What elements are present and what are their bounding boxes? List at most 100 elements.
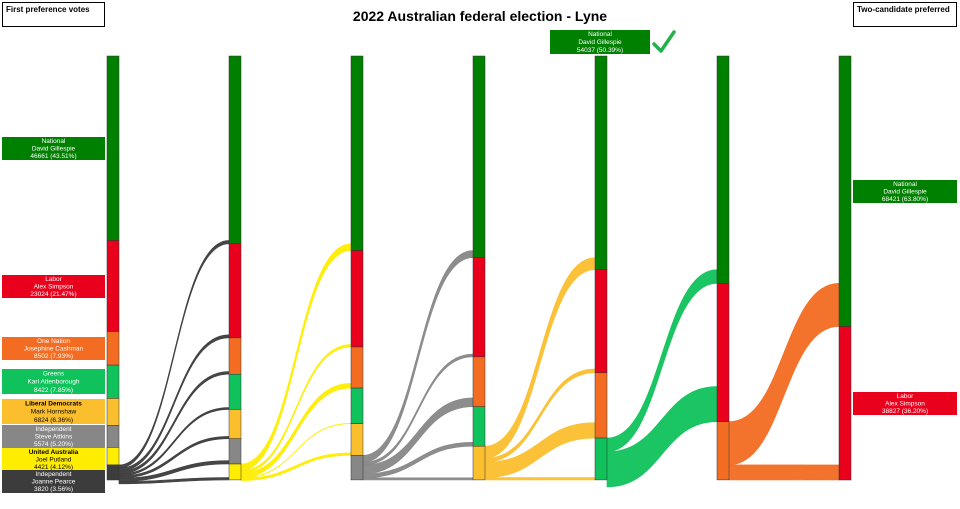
label-first-ldp-line1: Liberal Democrats bbox=[25, 400, 82, 407]
flow-uap-to-onp bbox=[240, 383, 352, 479]
label-first-ldp-line2: Mark Hornshaw bbox=[31, 409, 77, 416]
label-first-nat-line1: National bbox=[42, 138, 66, 145]
label-final-alp-line1: Labor bbox=[897, 393, 914, 400]
bar-round2-ind1 bbox=[228, 438, 242, 465]
bar-round5-nat bbox=[594, 55, 608, 270]
flows-layer bbox=[118, 240, 840, 488]
label-first-alp-bg bbox=[2, 275, 105, 298]
label-first-ind1-line1: Independent bbox=[35, 426, 71, 433]
bar-round5-grn bbox=[594, 437, 608, 481]
label-first-ldp-bg bbox=[2, 399, 105, 424]
flow-ind1-to-ldp bbox=[362, 477, 474, 481]
bar-round4-alp bbox=[472, 257, 486, 358]
label-final-nat-line1: National bbox=[893, 181, 917, 188]
flow-onp-to-nat bbox=[728, 283, 840, 466]
bar-round1-nat bbox=[106, 55, 120, 241]
bar-round1-uap bbox=[106, 447, 120, 466]
bar-round4-grn bbox=[472, 406, 486, 447]
bar-round6-nat bbox=[716, 55, 730, 284]
bar-round1-ind2 bbox=[106, 464, 120, 481]
bar-round4-onp bbox=[472, 356, 486, 407]
label-first-grn-bg bbox=[2, 369, 105, 394]
label-first-ind2-line1: Independent bbox=[35, 471, 71, 478]
label-winner-line1: National bbox=[588, 31, 612, 38]
two-candidate-preferred-box: Two-candidate preferred bbox=[853, 2, 957, 27]
bar-round1-ind1 bbox=[106, 425, 120, 448]
bar-round7-alp bbox=[838, 326, 852, 481]
bar-round3-ind1 bbox=[350, 455, 364, 481]
bar-round3-nat bbox=[350, 55, 364, 251]
label-first-uap-bg bbox=[2, 448, 105, 471]
bar-round1-onp bbox=[106, 331, 120, 366]
label-first-ind1-line2: Steve Attkins bbox=[35, 433, 73, 440]
bar-round3-grn bbox=[350, 387, 364, 424]
bar-round7-nat bbox=[838, 55, 852, 327]
bar-round6-alp bbox=[716, 283, 730, 422]
bar-round2-ldp bbox=[228, 409, 242, 439]
chart-title: 2022 Australian federal election - Lyne bbox=[352, 8, 608, 24]
label-first-ind2-bg bbox=[2, 470, 105, 493]
bar-round2-nat bbox=[228, 55, 242, 245]
flow-uap-to-nat bbox=[240, 243, 352, 472]
flow-ldp-to-grn bbox=[484, 477, 596, 481]
label-final-nat-bg bbox=[853, 180, 957, 203]
flow-ind2-to-nat bbox=[118, 240, 230, 469]
label-first-onp-bg bbox=[2, 337, 105, 360]
bar-round2-grn bbox=[228, 374, 242, 410]
bar-round2-uap bbox=[228, 463, 242, 481]
label-first-uap-line3: 4421 (4.12%) bbox=[34, 464, 73, 471]
winner-check-icon bbox=[652, 30, 676, 53]
bar-round3-onp bbox=[350, 346, 364, 389]
bar-round6-onp bbox=[716, 421, 730, 481]
label-winner-bg bbox=[550, 30, 650, 54]
label-final-nat-line3: 68421 (63.80%) bbox=[882, 196, 928, 203]
label-first-nat-line2: David Gillespie bbox=[32, 145, 76, 152]
label-first-onp-line3: 8502 (7.93%) bbox=[34, 353, 73, 360]
bars-layer bbox=[106, 55, 852, 481]
label-first-ldp-line3: 6824 (6.36%) bbox=[34, 417, 73, 424]
bar-round5-alp bbox=[594, 269, 608, 374]
label-first-grn-line1: Greens bbox=[43, 370, 65, 377]
label-first-ind1-line3: 5574 (5.20%) bbox=[34, 441, 73, 448]
flow-onp-to-alp bbox=[728, 464, 840, 481]
label-first-alp-line2: Alex Simpson bbox=[34, 283, 74, 290]
bar-round2-alp bbox=[228, 243, 242, 339]
label-first-ind1-bg bbox=[2, 425, 105, 448]
first-preference-box: First preference votes bbox=[2, 2, 105, 27]
label-first-onp-line1: One Nation bbox=[37, 338, 70, 345]
label-first-uap-line1: United Australia bbox=[29, 449, 79, 456]
bar-round2-onp bbox=[228, 337, 242, 375]
label-first-grn-line3: 8422 (7.85%) bbox=[34, 387, 73, 394]
bar-round3-alp bbox=[350, 250, 364, 348]
label-first-nat-line3: 46661 (43.51%) bbox=[30, 153, 76, 160]
bar-round3-ldp bbox=[350, 423, 364, 456]
bar-round1-ldp bbox=[106, 398, 120, 426]
label-final-alp-line3: 38827 (36.20%) bbox=[882, 408, 928, 415]
bar-round1-alp bbox=[106, 240, 120, 332]
flow-ind1-to-nat bbox=[362, 250, 474, 463]
bar-round1-grn bbox=[106, 364, 120, 399]
label-winner-line3: 54037 (50.39%) bbox=[577, 47, 623, 54]
label-final-alp-bg bbox=[853, 392, 957, 415]
label-first-ind2-line2: Joanne Pearce bbox=[32, 478, 76, 485]
label-first-nat-bg bbox=[2, 137, 105, 160]
label-first-onp-line2: Josephine Cashman bbox=[24, 345, 84, 352]
label-first-ind2-line3: 3820 (3.56%) bbox=[34, 486, 73, 493]
label-winner-line2: David Gillespie bbox=[578, 39, 622, 46]
label-first-grn-line2: Karl Attenborough bbox=[27, 379, 79, 386]
label-first-alp-line3: 23024 (21.47%) bbox=[30, 291, 76, 298]
label-first-alp-line1: Labor bbox=[45, 276, 62, 283]
bar-round4-nat bbox=[472, 55, 486, 258]
label-final-nat-line2: David Gillespie bbox=[883, 188, 927, 195]
